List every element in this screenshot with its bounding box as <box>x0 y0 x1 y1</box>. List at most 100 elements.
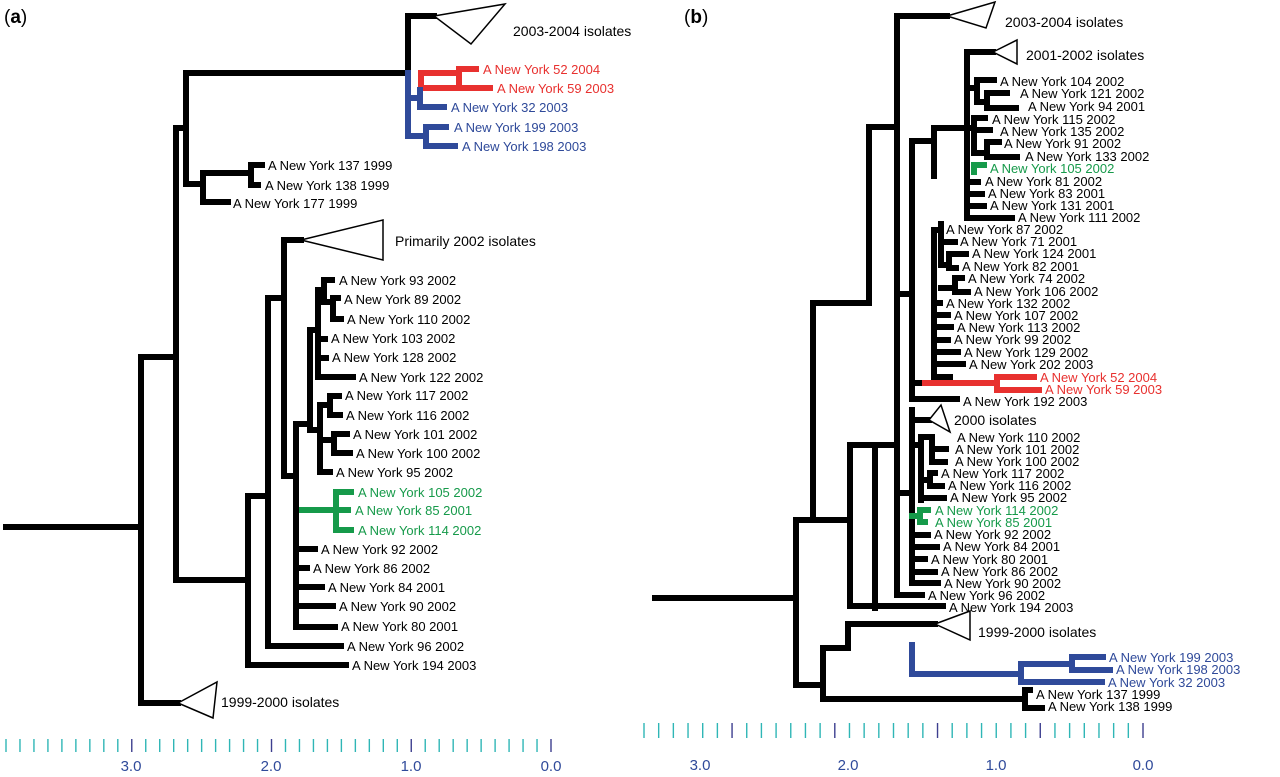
leaf-label: A New York 95 2002 <box>950 490 1067 505</box>
leaf-label: A New York 84 2001 <box>943 539 1060 554</box>
leaf-label: A New York 138 1999 <box>1048 699 1172 714</box>
leaf-label: A New York 117 2002 <box>345 388 468 403</box>
leaf-label: A New York 91 2002 <box>1004 136 1121 151</box>
leaf-label: A New York 194 2003 <box>352 658 476 673</box>
leaf-label: A New York 117 2002 <box>941 466 1064 481</box>
leaf-label: A New York 80 2001 <box>341 619 458 634</box>
leaf-label: A New York 199 2003 <box>454 120 578 135</box>
leaf-label: A New York 90 2002 <box>944 576 1061 591</box>
axis-tick-label: 2.0 <box>838 757 859 774</box>
clade-label-2003-2004: 2003-2004 isolates <box>513 23 631 39</box>
leaf-label: A New York 133 2002 <box>1025 149 1149 164</box>
leaf-label: A New York 100 2002 <box>356 446 480 461</box>
leaf-label: A New York 74 2002 <box>968 271 1085 286</box>
leaf-label: A New York 107 2002 <box>954 308 1078 323</box>
leaf-label: A New York 32 2003 <box>451 100 568 115</box>
leaf-label: A New York 137 1999 <box>1036 687 1160 702</box>
leaf-label: A New York 96 2002 <box>928 588 1045 603</box>
panel-b-axis-labels: 3.0 2.0 1.0 0.0 <box>690 757 1154 774</box>
clade-triangle-1999-2000 <box>176 680 218 720</box>
panel-a-clade-triangles <box>176 2 507 720</box>
leaf-label: A New York 111 2002 <box>1018 210 1140 225</box>
leaf-label: A New York 83 2001 <box>988 186 1105 201</box>
panel-b-clade-triangles <box>927 0 1018 642</box>
leaf-label: A New York 198 2003 <box>462 139 586 154</box>
leaf-label: A New York 122 2002 <box>359 370 483 385</box>
leaf-label: A New York 52 2004 <box>1040 370 1157 385</box>
leaf-label: A New York 101 2002 <box>955 442 1079 457</box>
leaf-label: A New York 100 2002 <box>955 454 1079 469</box>
leaf-label: A New York 110 2002 <box>957 430 1080 445</box>
panel-a: (a) <box>3 2 631 775</box>
leaf-label: A New York 106 2002 <box>974 284 1098 299</box>
leaf-label: A New York 135 2002 <box>1000 124 1124 139</box>
leaf-label: A New York 85 2001 <box>355 503 472 518</box>
leaf-label: A New York 101 2002 <box>353 427 477 442</box>
leaf-label: A New York 86 2002 <box>941 564 1058 579</box>
leaf-label: A New York 137 1999 <box>268 158 392 173</box>
leaf-label: A New York 103 2002 <box>331 331 455 346</box>
panel-a-leaf-labels: A New York 52 2004 A New York 59 2003 A … <box>233 62 614 673</box>
leaf-label: A New York 80 2001 <box>931 552 1048 567</box>
axis-tick-label: 0.0 <box>1133 757 1154 774</box>
panel-b-red-branches <box>922 374 1042 393</box>
leaf-label: A New York 115 2002 <box>992 112 1115 127</box>
axis-tick-label: 1.0 <box>986 757 1007 774</box>
leaf-label: A New York 81 2002 <box>985 174 1102 189</box>
panel-a-green-branches <box>299 489 354 533</box>
axis-tick-label: 2.0 <box>261 758 282 775</box>
panel-b-leaf-labels: A New York 104 2002 A New York 121 2002 … <box>928 74 1240 714</box>
panel-a-tree-branches <box>3 13 437 706</box>
leaf-label: A New York 198 2003 <box>1116 662 1240 677</box>
axis-tick-label: 3.0 <box>690 757 711 774</box>
panel-b-blue-branches <box>909 642 1113 685</box>
clade-label-2000: 2000 isolates <box>954 412 1037 428</box>
leaf-label: A New York 192 2003 <box>963 394 1087 409</box>
leaf-label: A New York 194 2003 <box>949 600 1073 615</box>
clade-label-primarily-2002: Primarily 2002 isolates <box>395 233 536 249</box>
clade-triangle-primarily-2002 <box>300 219 384 261</box>
leaf-label: A New York 71 2001 <box>960 234 1077 249</box>
panel-b: (b) <box>643 0 1240 774</box>
leaf-label: A New York 93 2002 <box>339 273 456 288</box>
clade-triangle-1999-2000 <box>933 609 971 642</box>
leaf-label: A New York 116 2002 <box>948 478 1071 493</box>
leaf-label: A New York 177 1999 <box>233 196 357 211</box>
panel-a-label: (a) <box>4 7 27 28</box>
leaf-label: A New York 99 2002 <box>954 332 1071 347</box>
leaf-label: A New York 92 2002 <box>321 542 438 557</box>
leaf-label: A New York 94 2001 <box>1028 99 1145 114</box>
leaf-label: A New York 105 2002 <box>990 161 1114 176</box>
clade-triangle-2003-2004 <box>944 0 997 29</box>
leaf-label: A New York 95 2002 <box>336 465 453 480</box>
leaf-label: A New York 86 2002 <box>313 561 430 576</box>
clade-triangle-2001-2002 <box>991 38 1018 66</box>
clade-triangle-2003-2004 <box>432 2 507 46</box>
panel-b-scale-axis <box>643 723 1144 738</box>
leaf-label: A New York 32 2003 <box>1108 675 1225 690</box>
leaf-label: A New York 92 2002 <box>934 527 1051 542</box>
leaf-label: A New York 90 2002 <box>339 599 456 614</box>
leaf-label: A New York 105 2002 <box>358 485 482 500</box>
panel-b-tree-branches <box>652 13 1045 711</box>
leaf-label: A New York 131 2001 <box>990 198 1114 213</box>
leaf-label: A New York 132 2002 <box>946 296 1070 311</box>
leaf-label: A New York 52 2004 <box>483 62 600 77</box>
panel-a-scale-axis <box>5 739 552 752</box>
leaf-label: A New York 124 2001 <box>972 246 1096 261</box>
clade-triangle-2000 <box>927 403 952 434</box>
leaf-label: A New York 82 2001 <box>962 259 1079 274</box>
clade-label-1999-2000: 1999-2000 isolates <box>221 694 339 710</box>
axis-tick-label: 1.0 <box>401 758 422 775</box>
panel-a-axis-labels: 3.0 2.0 1.0 0.0 <box>121 758 562 775</box>
leaf-label: A New York 96 2002 <box>347 639 464 654</box>
panel-a-red-branches <box>418 66 493 91</box>
leaf-label: A New York 116 2002 <box>346 408 469 423</box>
leaf-label: A New York 84 2001 <box>328 580 445 595</box>
clade-label-1999-2000: 1999-2000 isolates <box>978 624 1096 640</box>
panel-b-green-branches <box>909 162 987 525</box>
leaf-label: A New York 85 2001 <box>935 515 1052 530</box>
leaf-label: A New York 114 2002 <box>935 503 1058 518</box>
clade-label-2001-2002: 2001-2002 isolates <box>1026 47 1144 63</box>
